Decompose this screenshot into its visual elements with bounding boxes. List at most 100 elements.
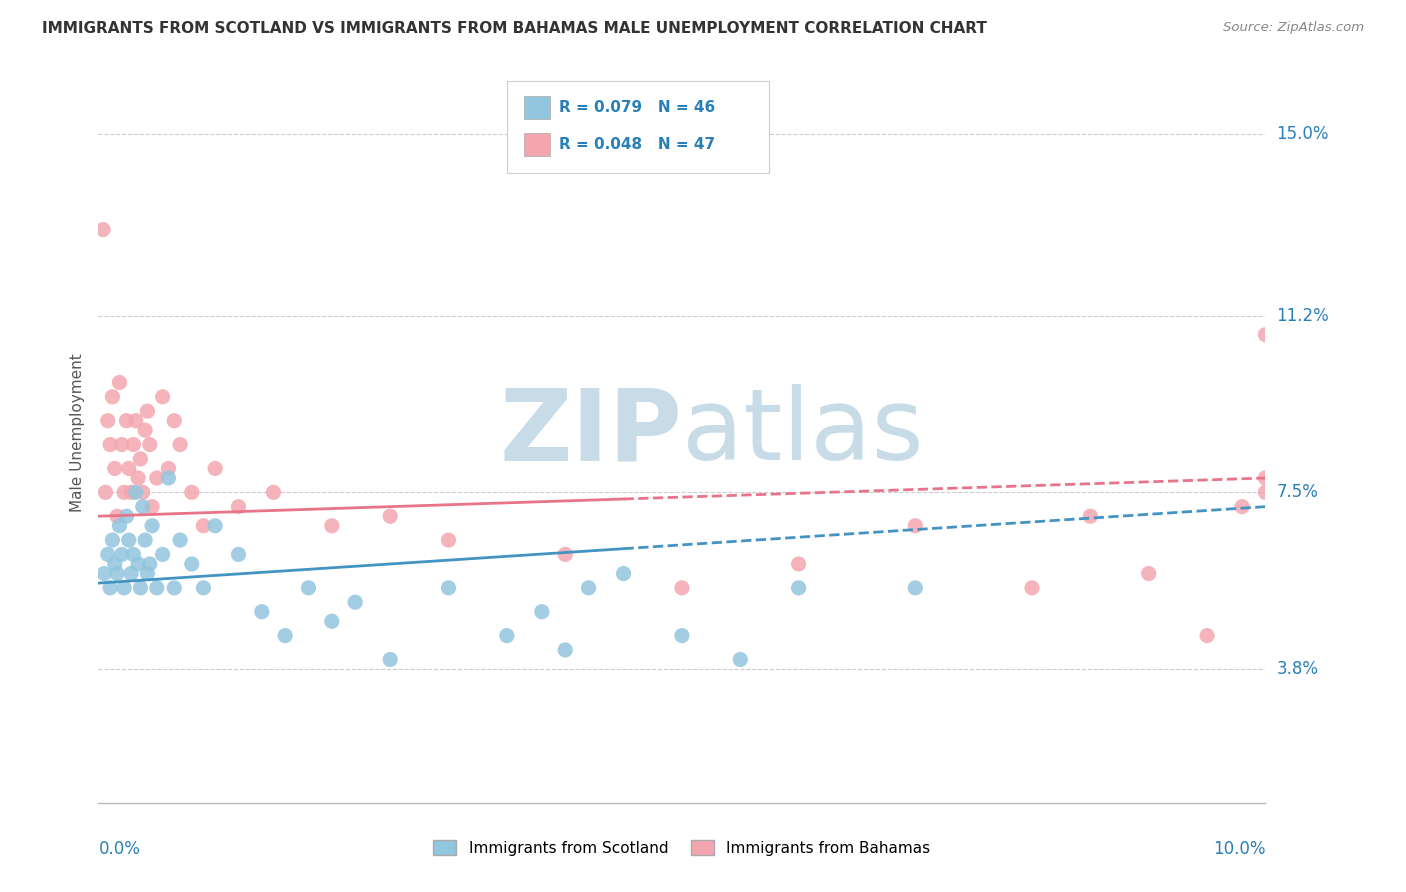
Point: [129, 581, 152, 595]
Text: Source: ZipAtlas.com: Source: ZipAtlas.com: [1223, 21, 1364, 34]
FancyBboxPatch shape: [524, 133, 550, 156]
Point: [163, 581, 186, 595]
Point: [496, 629, 519, 643]
Point: [1230, 500, 1253, 514]
FancyBboxPatch shape: [524, 95, 550, 120]
Point: [380, 509, 402, 524]
Point: [530, 605, 553, 619]
Point: [204, 461, 226, 475]
Point: [321, 518, 343, 533]
Point: [169, 533, 191, 547]
Point: [250, 605, 273, 619]
Point: [136, 404, 159, 418]
Point: [98, 581, 121, 595]
Point: [297, 581, 319, 595]
Point: [104, 461, 127, 475]
Point: [344, 595, 367, 609]
Point: [787, 557, 810, 571]
Point: [180, 557, 202, 571]
Point: [98, 437, 121, 451]
Point: [125, 485, 148, 500]
Point: [1197, 629, 1219, 643]
Point: [101, 390, 124, 404]
Text: R = 0.048   N = 47: R = 0.048 N = 47: [560, 137, 716, 153]
Text: ZIP: ZIP: [499, 384, 682, 481]
Point: [1137, 566, 1160, 581]
Point: [115, 509, 138, 524]
Point: [136, 566, 159, 581]
Point: [104, 557, 127, 571]
Point: [730, 652, 752, 666]
Point: [671, 581, 693, 595]
Point: [380, 652, 402, 666]
Point: [122, 548, 145, 562]
Text: R = 0.079   N = 46: R = 0.079 N = 46: [560, 100, 716, 115]
Point: [437, 533, 460, 547]
Point: [1254, 485, 1277, 500]
Text: 15.0%: 15.0%: [1277, 125, 1329, 143]
Point: [111, 437, 134, 451]
Point: [125, 414, 148, 428]
Point: [134, 423, 156, 437]
FancyBboxPatch shape: [508, 81, 769, 173]
Point: [139, 557, 162, 571]
Point: [152, 548, 174, 562]
Point: [108, 518, 131, 533]
Point: [613, 566, 636, 581]
Point: [111, 548, 134, 562]
Point: [112, 581, 135, 595]
Point: [122, 437, 145, 451]
Point: [141, 518, 163, 533]
Point: [127, 557, 149, 571]
Point: [180, 485, 202, 500]
Point: [118, 461, 141, 475]
Point: [97, 548, 120, 562]
Point: [157, 471, 180, 485]
Point: [437, 581, 460, 595]
Point: [157, 461, 180, 475]
Text: IMMIGRANTS FROM SCOTLAND VS IMMIGRANTS FROM BAHAMAS MALE UNEMPLOYMENT CORRELATIO: IMMIGRANTS FROM SCOTLAND VS IMMIGRANTS F…: [42, 21, 987, 36]
Point: [127, 471, 149, 485]
Point: [1254, 327, 1277, 342]
Point: [193, 518, 215, 533]
Text: 3.8%: 3.8%: [1277, 660, 1319, 678]
Point: [554, 548, 576, 562]
Point: [112, 485, 135, 500]
Text: 0.0%: 0.0%: [98, 840, 141, 858]
Text: 11.2%: 11.2%: [1277, 307, 1329, 325]
Point: [263, 485, 285, 500]
Point: [120, 566, 142, 581]
Point: [139, 437, 162, 451]
Point: [91, 222, 114, 236]
Text: 7.5%: 7.5%: [1277, 483, 1319, 501]
Point: [152, 390, 174, 404]
Point: [578, 581, 600, 595]
Point: [228, 548, 250, 562]
Point: [228, 500, 250, 514]
Point: [120, 485, 142, 500]
Text: atlas: atlas: [682, 384, 924, 481]
Point: [321, 615, 343, 629]
Point: [105, 509, 128, 524]
Point: [132, 500, 155, 514]
Point: [118, 533, 141, 547]
Point: [146, 471, 169, 485]
Point: [787, 581, 810, 595]
Point: [146, 581, 169, 595]
Legend: Immigrants from Scotland, Immigrants from Bahamas: Immigrants from Scotland, Immigrants fro…: [427, 834, 936, 862]
Point: [1080, 509, 1102, 524]
Point: [141, 500, 163, 514]
Point: [132, 485, 155, 500]
Text: 10.0%: 10.0%: [1213, 840, 1265, 858]
Point: [105, 566, 128, 581]
Point: [1254, 471, 1277, 485]
Point: [169, 437, 191, 451]
Point: [554, 643, 576, 657]
Point: [108, 376, 131, 390]
Point: [93, 566, 115, 581]
Point: [163, 414, 186, 428]
Point: [129, 451, 152, 466]
Point: [904, 581, 927, 595]
Point: [94, 485, 117, 500]
Point: [274, 629, 297, 643]
